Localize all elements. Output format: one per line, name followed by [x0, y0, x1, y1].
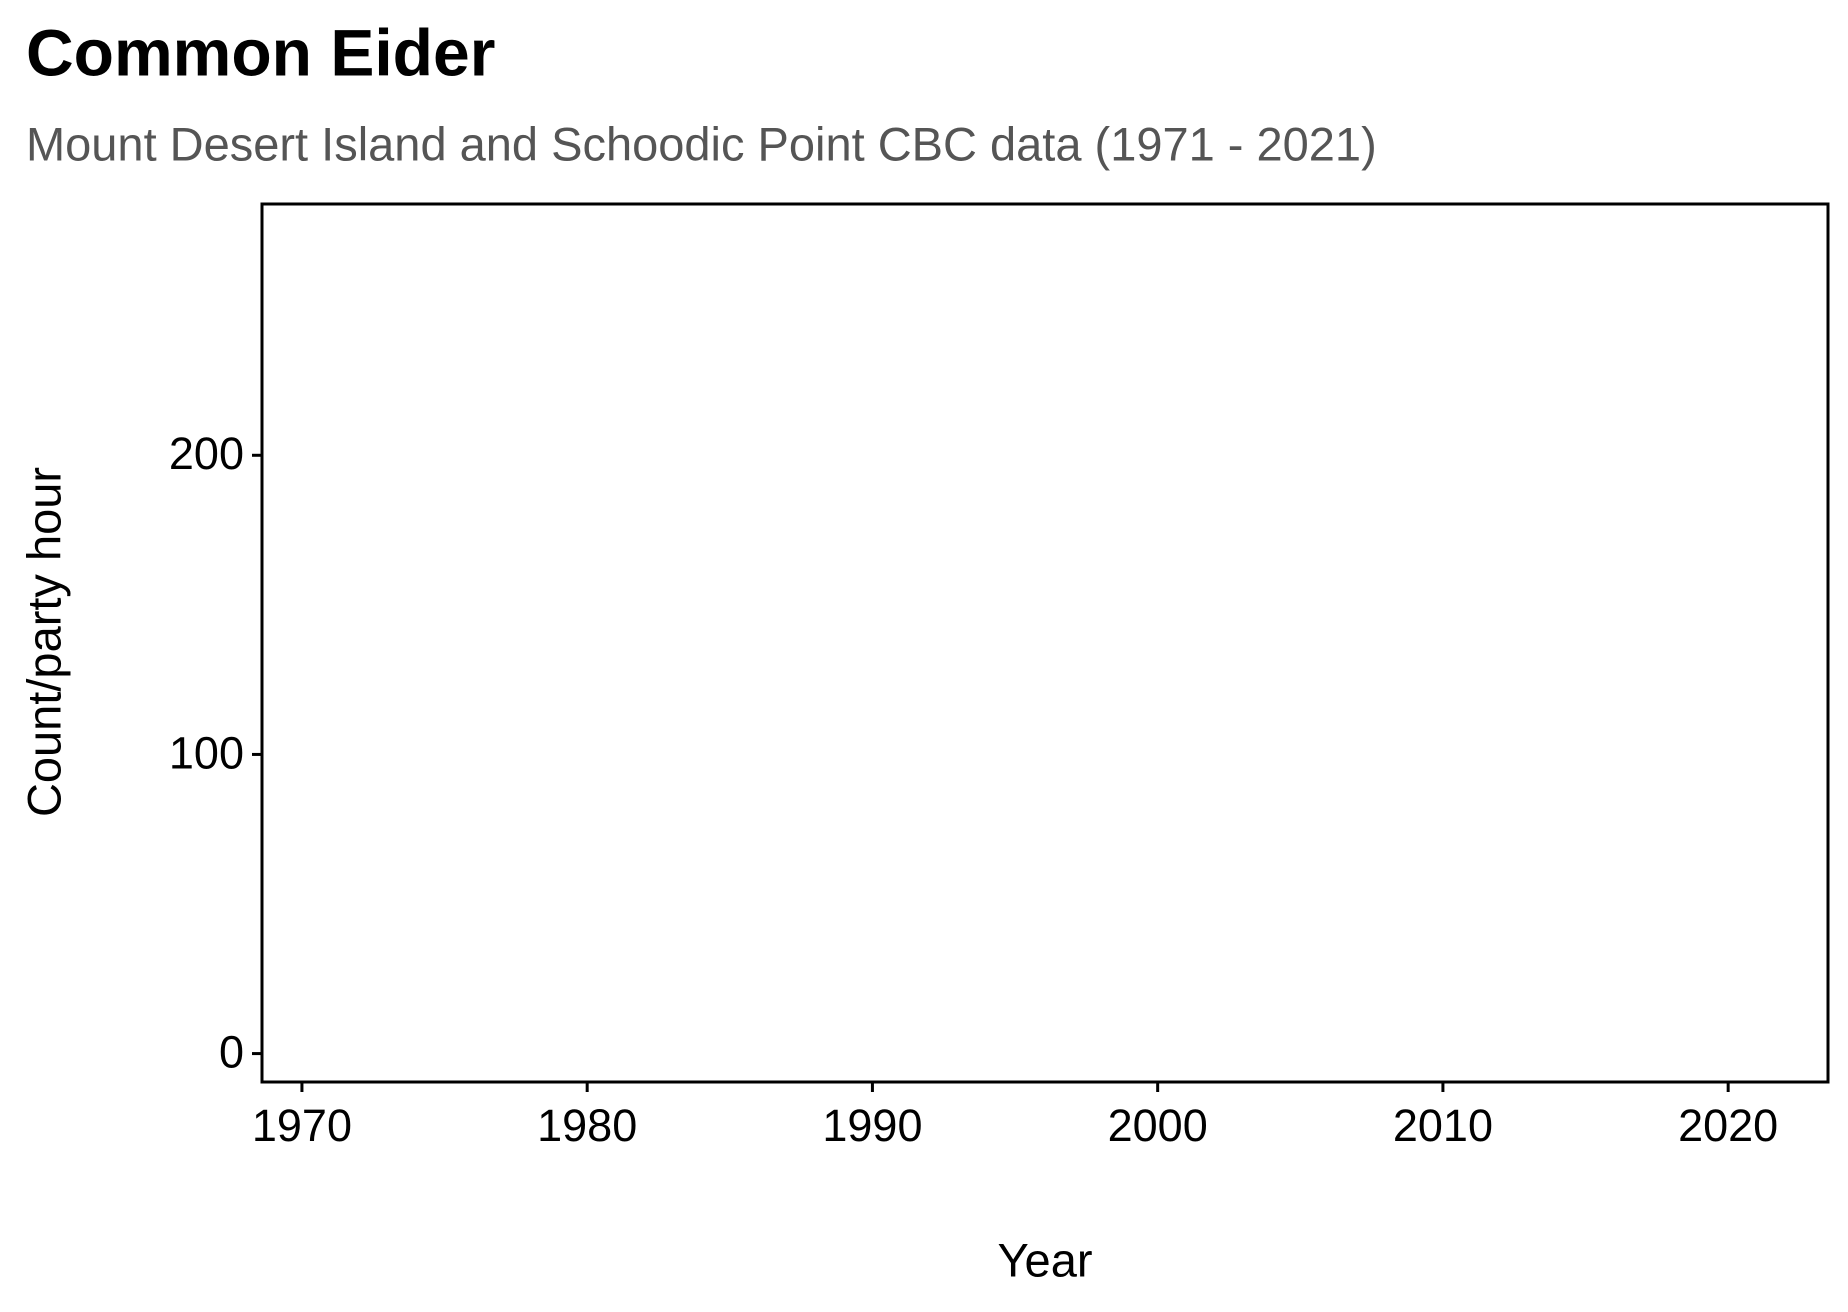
x-tick-label: 1970	[252, 1100, 352, 1151]
chart-subtitle: Mount Desert Island and Schoodic Point C…	[26, 117, 1377, 170]
plot-panel	[260, 202, 1830, 1084]
x-axis-title: Year	[998, 1233, 1093, 1286]
x-tick-label: 2020	[1678, 1100, 1778, 1151]
x-tick-label: 1990	[822, 1100, 922, 1151]
x-tick-label: 1980	[537, 1100, 637, 1151]
y-axis-title: Count/party hour	[17, 467, 70, 817]
x-tick-label: 2010	[1393, 1100, 1493, 1151]
y-tick-label: 200	[169, 428, 244, 479]
x-tick-label: 2000	[1108, 1100, 1208, 1151]
chart-title: Common Eider	[26, 15, 495, 89]
y-tick-label: 0	[219, 1026, 244, 1077]
y-tick-label: 100	[169, 727, 244, 778]
